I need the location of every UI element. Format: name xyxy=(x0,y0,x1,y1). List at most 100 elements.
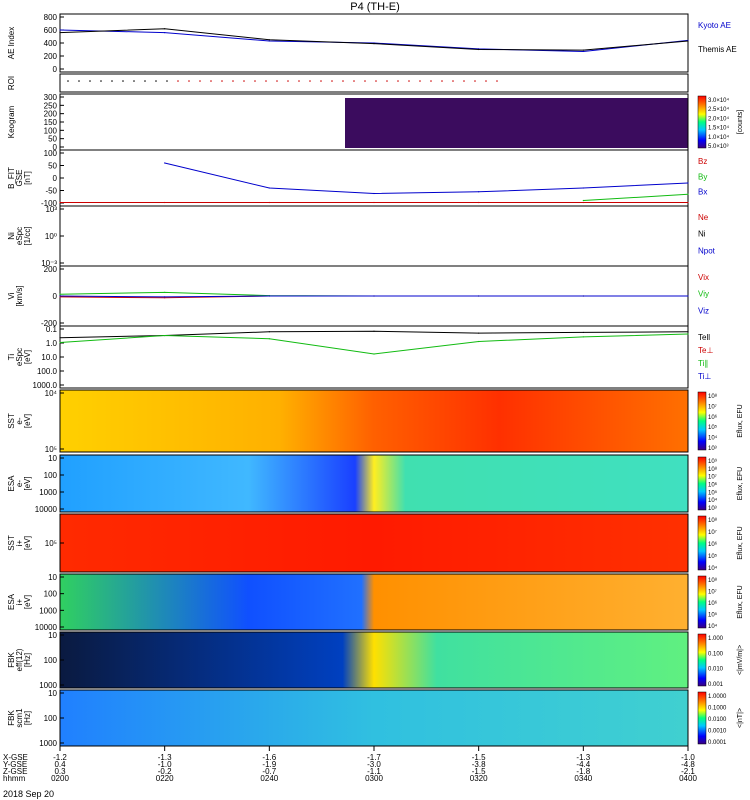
esa_e-colorbar xyxy=(697,456,707,511)
sst_i-colorbar-label: 10⁴ xyxy=(708,565,718,572)
sst_e-colorbar-label: 10⁵ xyxy=(708,424,718,431)
panel-esa_i: ESA i+ [eV] 10000 1000 100 10 10⁸ 10⁷ 10⁶ 10⁵ 10⁴ Ef… xyxy=(7,573,744,632)
xaxis-value: -0.7 xyxy=(262,767,276,776)
esa_e-tick-label: 10 xyxy=(48,454,57,463)
velocity-tick-label: 200 xyxy=(44,265,58,274)
roi-mark xyxy=(100,80,102,82)
temperature-point xyxy=(582,336,584,338)
esa_i-spectrogram xyxy=(60,574,688,630)
bfield-legend-2: Bx xyxy=(698,188,707,197)
fbk_s-colorbar-title: <|nT|> xyxy=(737,708,744,728)
bfield-ylabel: [nT] xyxy=(23,171,32,185)
keogram-tick-label: 250 xyxy=(44,101,58,110)
xaxis-value: -4.8 xyxy=(681,760,695,769)
velocity-point xyxy=(59,293,61,295)
roi-mark xyxy=(144,80,146,82)
ae-tick-label: 400 xyxy=(44,39,58,48)
esa_i-colorbar-label: 10⁸ xyxy=(708,577,718,584)
xaxis-value: 0240 xyxy=(260,774,278,783)
esa_i-ylabel: [eV] xyxy=(23,595,32,609)
density-tick-label: 10⁰ xyxy=(45,232,57,241)
esa_i-colorbar-label: 10⁴ xyxy=(708,623,718,630)
roi-mark xyxy=(166,80,168,82)
keogram-ylabel: Keogram xyxy=(7,105,16,138)
roi-mark xyxy=(452,80,454,82)
roi-mark xyxy=(375,80,377,82)
roi-mark xyxy=(331,80,333,82)
esa_i-colorbar-title: Eflux, EFU xyxy=(737,585,744,618)
xaxis-value: 0340 xyxy=(574,774,592,783)
roi-mark xyxy=(309,80,311,82)
fbk_s-colorbar-label: 1.0000 xyxy=(708,694,727,700)
bfield-point xyxy=(582,187,584,189)
sst_e-colorbar-title: Eflux, EFU xyxy=(737,404,744,437)
velocity-ylabel: Vi xyxy=(7,292,16,299)
temperature-tick-label: 10.0 xyxy=(41,353,57,362)
esa_i-frame xyxy=(59,573,689,631)
sst_i-spectrogram xyxy=(60,514,688,572)
keogram-colorbar-label: 2.5×10⁴ xyxy=(708,106,730,113)
xaxis-value: -1.7 xyxy=(367,753,381,762)
roi-mark xyxy=(265,80,267,82)
fbk_s-colorbar-label: 0.0001 xyxy=(708,740,727,746)
keogram-tick-label: 150 xyxy=(44,118,58,127)
esa_e-ylabel: [eV] xyxy=(23,476,32,490)
temperature-tick-label: 1000.0 xyxy=(33,381,58,390)
keogram-image xyxy=(345,98,688,148)
sst_e-colorbar xyxy=(697,391,707,451)
fbk_e-ylabel: FBK xyxy=(7,652,16,668)
sst_i-ylabel: SST xyxy=(7,535,16,551)
xaxis-row-label: hhmm xyxy=(3,774,26,783)
ae-point xyxy=(268,39,270,41)
esa_e-ylabel: e- xyxy=(15,480,24,487)
bfield-point xyxy=(687,182,689,184)
xaxis-value: 0220 xyxy=(156,774,174,783)
bfield-frame xyxy=(59,149,689,207)
fbk_s-colorbar xyxy=(697,691,707,745)
temperature-legend-0: Tell xyxy=(698,333,710,342)
temperature-point xyxy=(478,332,480,334)
fbk_e-tick-label: 100 xyxy=(44,656,58,665)
bfield-legend-0: Bz xyxy=(698,157,707,166)
esa_e-colorbar-label: 10⁴ xyxy=(708,497,718,504)
bfield-lines xyxy=(59,162,689,204)
temperature-tick-label: 0.1 xyxy=(46,325,58,334)
roi-ylabel: ROI xyxy=(7,76,16,90)
keogram-colorbar-title: [counts] xyxy=(737,110,744,135)
velocity-ylabel: [km/s] xyxy=(15,285,24,306)
panels-group: AE Index 0 200 400 600 800 Kyoto AE Themis AE RO… xyxy=(7,13,744,748)
fbk_e-spectrogram xyxy=(60,632,688,688)
temperature-point xyxy=(373,330,375,332)
roi-mark xyxy=(419,80,421,82)
xaxis-row-label: Y-GSE xyxy=(3,760,27,769)
roi-mark xyxy=(496,80,498,82)
velocity-point xyxy=(373,295,375,297)
fbk_e-colorbar-label: 0.001 xyxy=(708,682,724,688)
sst_i-ylabel: [eV] xyxy=(23,536,32,550)
xaxis-value: 0300 xyxy=(365,774,383,783)
velocity-point xyxy=(582,295,584,297)
ae-point xyxy=(478,48,480,51)
bfield-point xyxy=(687,201,689,204)
fbk_e-colorbar-label: 0.010 xyxy=(708,667,724,673)
esa_e-colorbar-label: 10⁹ xyxy=(708,458,718,465)
xaxis-value: -1.9 xyxy=(262,760,276,769)
sst_e-ylabel: e- xyxy=(15,417,24,424)
velocity-point xyxy=(478,295,480,297)
roi-mark xyxy=(342,80,344,82)
xaxis-value: -1.5 xyxy=(472,753,486,762)
roi-mark xyxy=(298,80,300,82)
bfield-point xyxy=(164,201,166,204)
velocity-point xyxy=(268,295,270,297)
fbk_s-ylabel: scm1 xyxy=(15,708,24,728)
panel-fbk_e: FBK eff(12) [Hz] 1000 100 10 1.000 0.100 0.010 0.… xyxy=(7,631,744,690)
panel-sst_e: SST e- [eV] 10⁵ 10⁴ 10⁸ 10⁷ 10⁶ 10⁵ 10⁴ 10³ Eflux, … xyxy=(7,389,744,454)
sst_i-colorbar-label: 10⁶ xyxy=(708,541,718,548)
esa_e-colorbar-label: 10⁶ xyxy=(708,482,718,489)
velocity-legend-1: Viy xyxy=(698,290,709,299)
xaxis-value: -1.3 xyxy=(158,753,172,762)
bfield-point xyxy=(582,201,584,204)
sst_i-colorbar-label: 10⁵ xyxy=(708,553,718,560)
